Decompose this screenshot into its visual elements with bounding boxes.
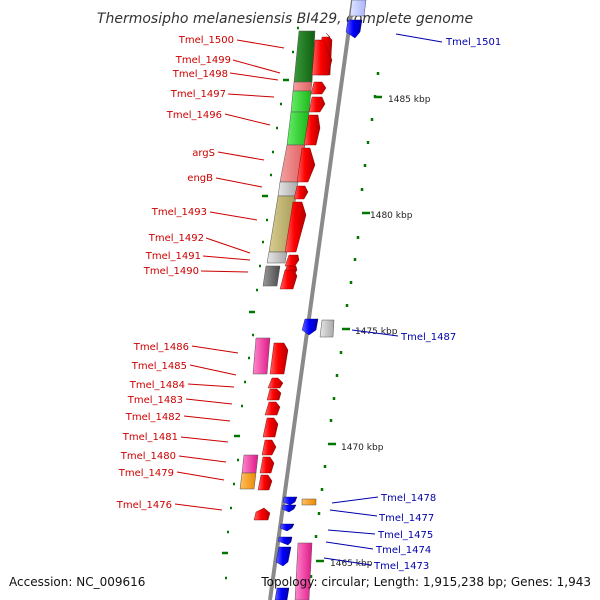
cog-block-tmel-1486 bbox=[252, 337, 271, 375]
gene-arrow-tmel-1497 bbox=[308, 96, 326, 113]
right-leader-lines bbox=[323, 33, 443, 566]
gene-arrow-tmel-1479 bbox=[257, 474, 273, 491]
scale-ticks bbox=[309, 72, 382, 578]
gene-label-tmel-1492: Tmel_1492 bbox=[148, 233, 204, 244]
left-gene-labels: Tmel_1500 Tmel_1499 Tmel_1498 Tmel_1497 … bbox=[116, 35, 234, 511]
gene-arrow-tmel-1501 bbox=[345, 19, 363, 39]
gene-label-tmel-1499: Tmel_1499 bbox=[175, 55, 231, 66]
gene-arrow-tmel-1478 bbox=[282, 496, 298, 506]
gene-label-tmel-1497: Tmel_1497 bbox=[170, 89, 226, 100]
gene-arrow-tmel-1475 bbox=[279, 523, 295, 532]
cog-block-tmel-1500 bbox=[293, 30, 316, 83]
kbp-label-1485: 1485 kbp bbox=[388, 95, 431, 105]
gene-arrow-tmel-1474 bbox=[277, 536, 293, 546]
kbp-label-1480: 1480 kbp bbox=[370, 211, 413, 221]
gene-label-tmel-1473: Tmel_1473 bbox=[373, 561, 429, 572]
gene-label-tmel-1491: Tmel_1491 bbox=[145, 251, 201, 262]
cog-block-tmel-1491 bbox=[266, 251, 288, 264]
gene-arrow-tmel-1477 bbox=[281, 504, 297, 513]
gene-label-tmel-1480: Tmel_1480 bbox=[120, 451, 176, 462]
right-gene-labels: Tmel_1501 Tmel_1487 Tmel_1478 Tmel_1477 … bbox=[373, 37, 501, 572]
gene-arrow-engb bbox=[293, 185, 309, 200]
gene-arrow-tmel-1483 bbox=[264, 401, 281, 416]
cog-block-tmel-1501 bbox=[349, 0, 367, 17]
cog-block-tmel-1487 bbox=[319, 319, 335, 338]
cog-block-tmel-1497 bbox=[290, 90, 312, 113]
gene-label-tmel-1501: Tmel_1501 bbox=[445, 37, 501, 48]
forward-strand-genes bbox=[253, 32, 333, 521]
gene-label-tmel-1485: Tmel_1485 bbox=[131, 361, 187, 372]
gene-label-tmel-1498: Tmel_1498 bbox=[172, 69, 228, 80]
gene-arrow-args bbox=[296, 147, 316, 183]
gene-label-args: argS bbox=[192, 148, 215, 159]
kbp-label-1465: 1465 kbp bbox=[330, 559, 373, 569]
gene-label-tmel-1475: Tmel_1475 bbox=[377, 530, 433, 541]
cog-block-tmel-1498 bbox=[292, 81, 313, 92]
kbp-label-1475: 1475 kbp bbox=[355, 327, 398, 337]
gene-label-tmel-1481: Tmel_1481 bbox=[122, 432, 178, 443]
cog-block-tmel-1479 bbox=[239, 472, 257, 490]
gene-arrow-tmel-1498 bbox=[310, 81, 327, 95]
gene-label-tmel-1486: Tmel_1486 bbox=[133, 342, 189, 353]
gene-label-tmel-1476: Tmel_1476 bbox=[116, 500, 172, 511]
gene-label-tmel-1482: Tmel_1482 bbox=[125, 412, 181, 423]
gene-label-tmel-1477: Tmel_1477 bbox=[378, 513, 434, 524]
gene-label-tmel-1484: Tmel_1484 bbox=[129, 380, 185, 391]
gene-arrow-tmel-1485 bbox=[267, 377, 284, 389]
inner-ticks bbox=[222, 26, 299, 580]
gene-arrow-tmel-1499 bbox=[311, 39, 333, 76]
gene-label-engb: engB bbox=[187, 173, 213, 184]
gene-label-tmel-1493: Tmel_1493 bbox=[151, 207, 207, 218]
map-title: Thermosipho melanesiensis BI429, complet… bbox=[97, 11, 473, 27]
gene-label-tmel-1500: Tmel_1500 bbox=[178, 35, 234, 46]
gene-arrow-tmel-1496 bbox=[303, 114, 321, 146]
gene-arrow-tmel-1486 bbox=[269, 342, 289, 375]
gene-label-tmel-1490: Tmel_1490 bbox=[143, 266, 199, 277]
cog-class-track bbox=[239, 0, 367, 600]
gene-arrow-tmel-1492 bbox=[284, 254, 300, 267]
gene-arrow-tmel-1490 bbox=[279, 269, 298, 290]
cog-block-tmel-1473 bbox=[294, 542, 313, 600]
gene-arrow-tmel-1476 bbox=[253, 507, 271, 521]
reverse-strand-genes bbox=[274, 19, 363, 600]
gene-arrow-tmel-1484 bbox=[266, 388, 282, 401]
gene-arrow-tmel-1482 bbox=[262, 417, 279, 438]
topology-text: Topology: circular; Length: 1,915,238 bp… bbox=[260, 575, 591, 589]
cog-block-tmel-1480 bbox=[241, 454, 259, 474]
gene-arrow-tmel-1487 bbox=[301, 318, 319, 336]
accession-text: Accession: NC_009616 bbox=[9, 575, 145, 589]
gene-arrow-tmel-1480 bbox=[259, 456, 275, 474]
cog-block-tmel-1478 bbox=[301, 498, 317, 506]
gene-label-tmel-1478: Tmel_1478 bbox=[380, 493, 436, 504]
cog-block-tmel-1490 bbox=[262, 265, 281, 287]
left-leader-lines bbox=[174, 39, 285, 511]
gene-arrow-tmel-1473b bbox=[275, 546, 292, 567]
gene-label-tmel-1496: Tmel_1496 bbox=[166, 110, 222, 121]
gene-arrow-tmel-1481 bbox=[261, 439, 277, 456]
gene-label-tmel-1479: Tmel_1479 bbox=[118, 468, 174, 479]
gene-label-tmel-1483: Tmel_1483 bbox=[127, 395, 183, 406]
gene-label-tmel-1487: Tmel_1487 bbox=[400, 332, 456, 343]
genome-backbone bbox=[268, 0, 355, 600]
gene-arrow-tmel-1493 bbox=[284, 201, 307, 253]
gene-label-tmel-1474: Tmel_1474 bbox=[375, 545, 431, 556]
gene-arrow-tmel-1473 bbox=[274, 587, 290, 600]
kbp-label-1470: 1470 kbp bbox=[341, 443, 384, 453]
